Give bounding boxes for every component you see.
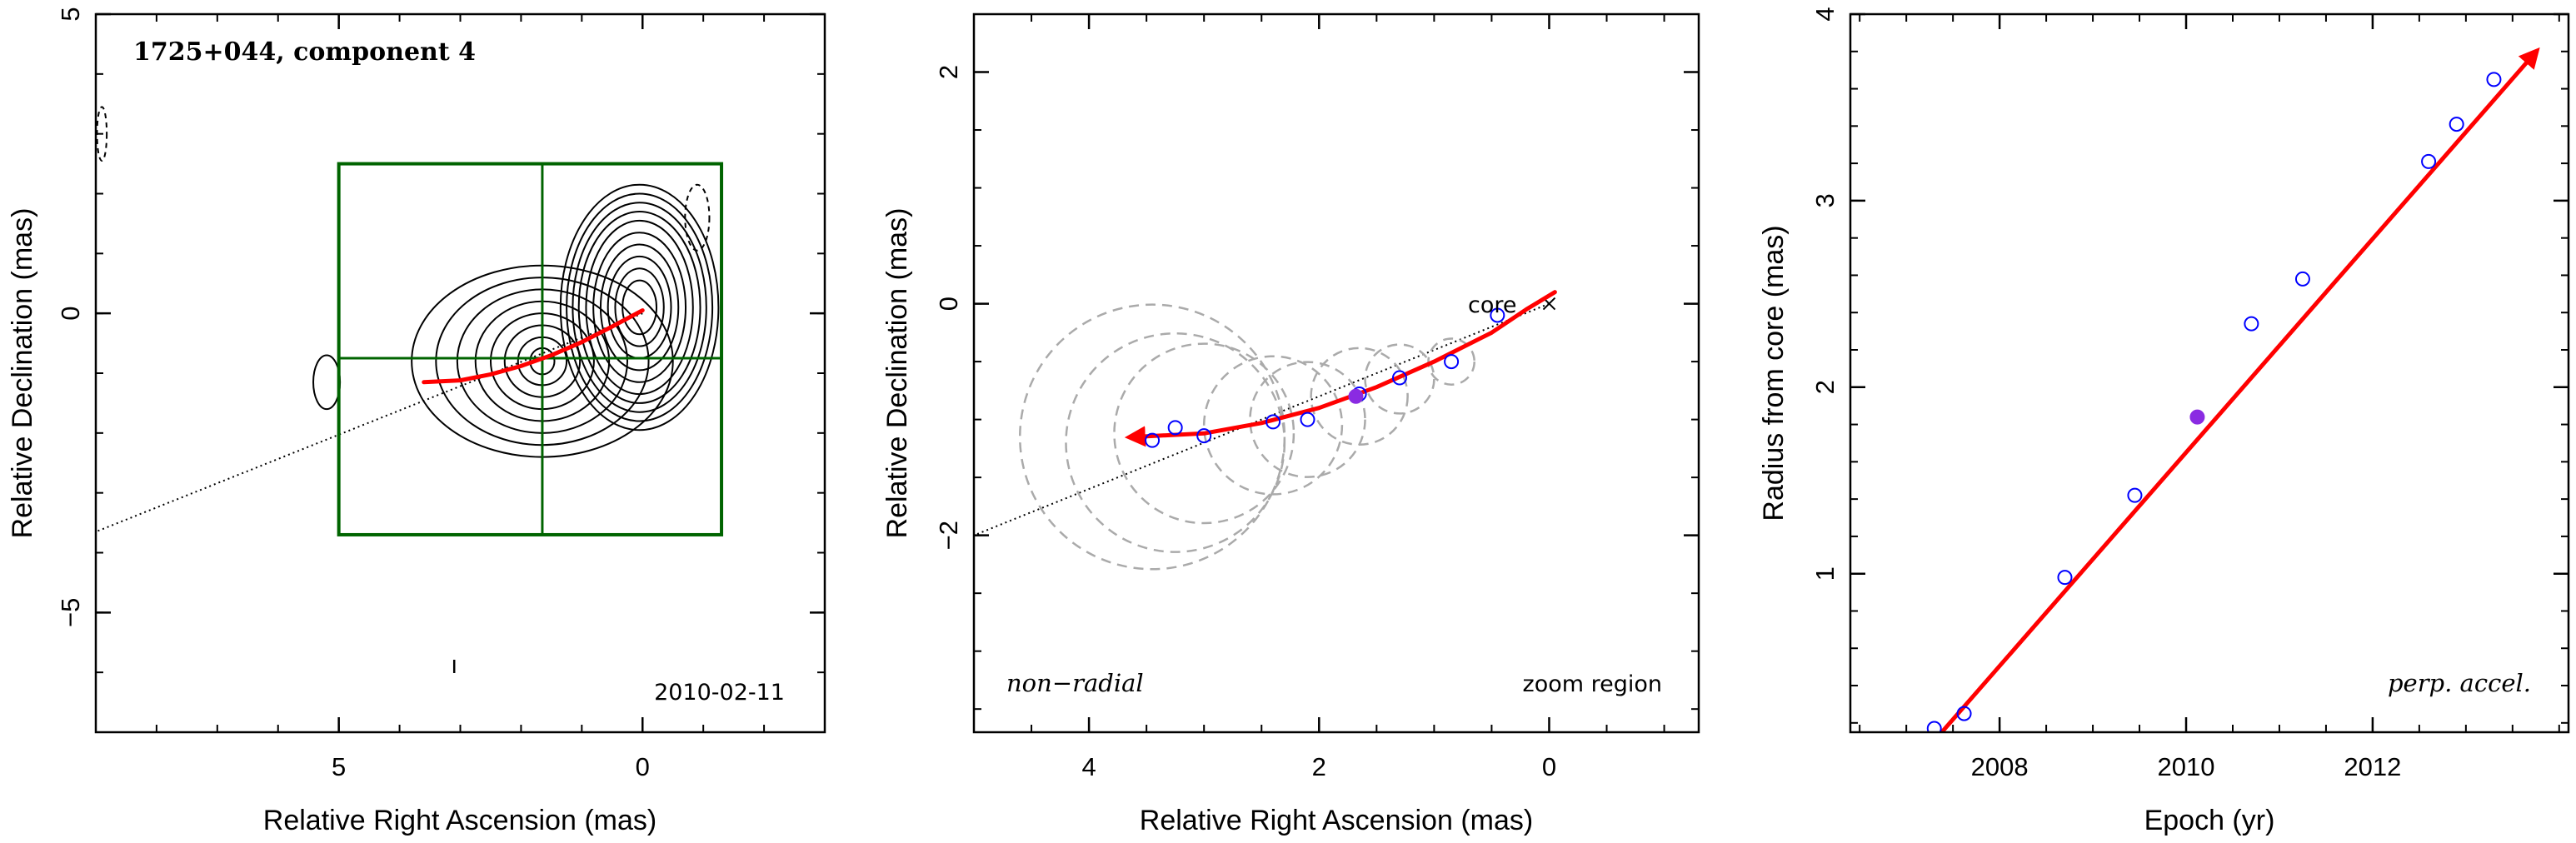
plot-frame <box>972 12 1700 734</box>
radius-data-point <box>2127 487 2143 503</box>
y-axis-title: Relative Declination (mas) <box>7 208 38 539</box>
x-tick-label: 2008 <box>1971 752 2029 781</box>
component-size-circle <box>1310 347 1409 446</box>
x-tick-label: 0 <box>636 752 650 781</box>
annotation-zoom-region: zoom region <box>1523 671 1662 697</box>
linear-fit-line <box>1939 47 2540 732</box>
highlighted-epoch-point <box>2189 409 2205 425</box>
y-tick-label: 2 <box>934 65 963 79</box>
component-size-circle <box>1427 337 1475 386</box>
radius-data-point <box>2057 570 2073 586</box>
x-axis-title: Epoch (yr) <box>2144 805 2275 836</box>
contour-line <box>312 354 342 411</box>
radius-data-point <box>2449 117 2464 132</box>
contour-line <box>607 255 672 360</box>
x-tick-label: 2 <box>1312 752 1326 781</box>
trajectory-path <box>422 308 645 385</box>
panel-zoom: 4 2 0 2 0 −2 non−radial zoom region core Rela… <box>881 12 1700 836</box>
component-size-circle <box>1018 303 1286 571</box>
component-position-point <box>1145 432 1161 448</box>
x-tick-label: 0 <box>1542 752 1556 781</box>
component-position-point <box>1490 307 1505 323</box>
x-tick-label: 2010 <box>2158 752 2215 781</box>
component-position-point <box>1167 420 1183 436</box>
y-axis-title: Radius from core (mas) <box>1758 225 1790 521</box>
component-position-point <box>1300 412 1315 427</box>
zoom-region-box <box>337 162 724 536</box>
annotation-perp-accel: perp. accel. <box>2388 669 2531 697</box>
radius-data-point <box>1956 706 1972 721</box>
radius-data-point <box>2421 153 2437 169</box>
component-position-point <box>1391 370 1407 386</box>
x-axis-title: Relative Right Ascension (mas) <box>263 805 656 836</box>
radial-direction-line <box>974 302 1550 536</box>
y-tick-label: 5 <box>56 7 85 21</box>
plot-frame <box>1849 12 2570 734</box>
contour-line <box>577 211 701 404</box>
component-size-circle <box>1364 343 1435 415</box>
contour-line <box>566 192 714 422</box>
y-axis-title: Relative Declination (mas) <box>881 208 913 539</box>
x-tick-label: 2012 <box>2344 752 2401 781</box>
y-tick-label: 0 <box>934 297 963 311</box>
component-size-circle <box>1113 342 1295 525</box>
radius-data-point <box>2294 271 2310 287</box>
radius-data-point <box>1926 721 1942 732</box>
contour-line <box>614 267 665 347</box>
radius-data-point <box>2486 72 2502 87</box>
component-position-point <box>1266 414 1281 430</box>
contour-line <box>585 219 694 396</box>
radial-direction-line <box>96 312 643 533</box>
y-tick-label: 4 <box>1810 7 1840 21</box>
x-axis-title: Relative Right Ascension (mas) <box>1140 805 1533 836</box>
y-tick-label: 1 <box>1810 566 1840 581</box>
highlighted-epoch-point <box>1348 388 1364 404</box>
x-tick-label: 5 <box>332 752 346 781</box>
y-tick-label: 3 <box>1810 193 1840 207</box>
contour-line <box>559 183 720 431</box>
panel-title: 1725+044, component 4 <box>133 37 476 67</box>
plot-frame <box>94 12 826 734</box>
y-tick-label: 0 <box>56 307 85 321</box>
component-size-circle <box>1065 332 1286 553</box>
panel-image: 5 050−5 1725+044, component 4 2010-02-11 … <box>7 7 826 836</box>
component-size-circle <box>1202 355 1344 496</box>
core-marker <box>1542 297 1556 311</box>
annotation-non-radial: non−radial <box>1006 669 1144 697</box>
component-position-point <box>1196 428 1212 444</box>
radius-data-point <box>2244 316 2259 332</box>
negative-contour-line <box>684 183 711 252</box>
component-size-circle <box>1249 361 1366 478</box>
core-label: core <box>1468 292 1516 318</box>
component-position-point <box>1444 354 1460 370</box>
contour-line <box>592 232 687 383</box>
y-tick-label: 2 <box>1810 380 1840 394</box>
x-tick-label: 4 <box>1081 752 1096 781</box>
panel-radius: 2008 2010 2012 1 2 3 4 perp. accel. Epoch (yr)… <box>1758 7 2570 836</box>
trajectory-path <box>1124 290 1557 447</box>
date-label: 2010-02-11 <box>654 680 785 706</box>
y-tick-label: −5 <box>56 598 85 627</box>
y-tick-label: −2 <box>934 521 963 550</box>
contour-line <box>599 243 680 372</box>
contour-line <box>622 279 658 336</box>
